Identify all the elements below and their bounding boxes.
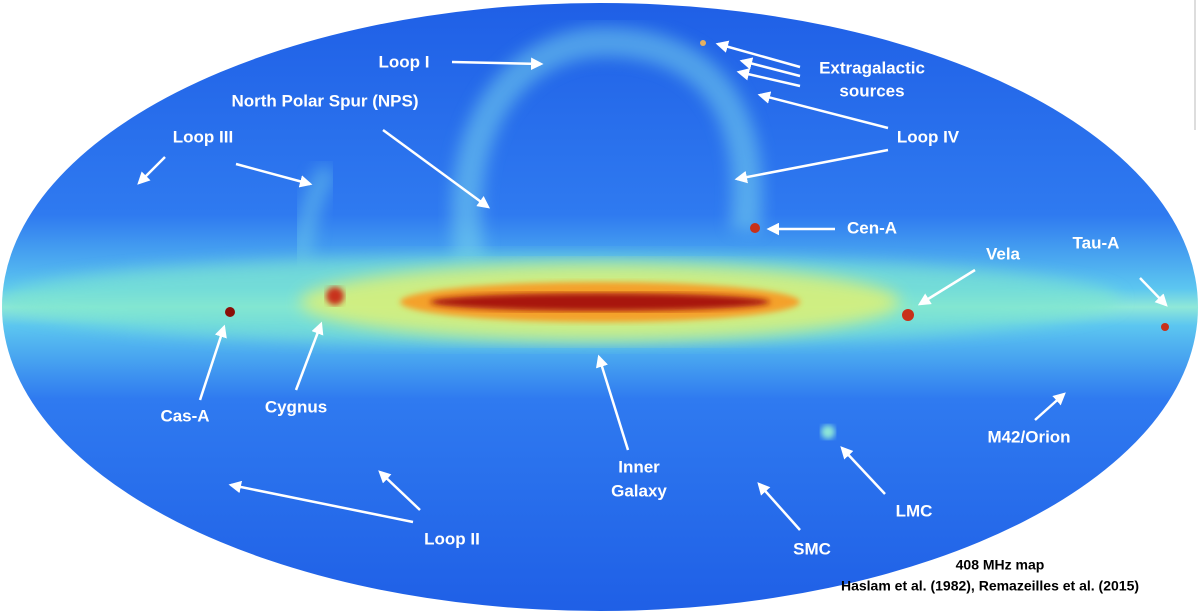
labels: Loop I North Polar Spur (NPS) Loop III E… — [160, 52, 1119, 558]
label: Cen-A — [847, 218, 897, 237]
label: Galaxy — [611, 481, 667, 500]
label: Inner — [618, 457, 660, 476]
arrow — [294, 321, 324, 391]
arrows — [137, 40, 1168, 531]
arrow — [235, 162, 313, 188]
label: Tau-A — [1073, 233, 1120, 252]
arrow — [757, 482, 801, 531]
label: Loop III — [173, 127, 233, 146]
label: sources — [839, 81, 904, 100]
arrow — [451, 57, 544, 71]
arrow — [715, 40, 801, 69]
arrow — [736, 68, 801, 88]
arrow — [228, 480, 414, 524]
arrow — [917, 268, 976, 306]
label: Extragalactic — [819, 58, 925, 77]
arrow — [840, 446, 886, 495]
label: North Polar Spur (NPS) — [231, 91, 418, 110]
source — [750, 223, 760, 233]
caption-credit: Haslam et al. (1982), Remazeilles et al.… — [841, 578, 1139, 594]
arrow — [596, 354, 630, 451]
source — [700, 40, 706, 46]
label: SMC — [793, 539, 831, 558]
label: Vela — [986, 244, 1021, 263]
arrow — [739, 57, 801, 78]
source — [821, 425, 835, 439]
source — [1161, 323, 1169, 331]
source — [326, 287, 344, 305]
label: Cas-A — [160, 406, 209, 425]
plane-core — [430, 293, 770, 311]
caption-title: 408 MHz map — [956, 557, 1045, 573]
arrow — [137, 156, 166, 185]
arrow — [1139, 277, 1168, 307]
source — [225, 307, 235, 317]
label: Loop IV — [897, 127, 960, 146]
label: M42/Orion — [987, 427, 1070, 446]
loop-iii-arc — [290, 162, 338, 262]
label: Loop II — [424, 529, 480, 548]
arrow — [378, 470, 421, 511]
arrow — [757, 91, 889, 130]
loop-i-arc — [451, 26, 762, 263]
arrow — [382, 128, 491, 209]
arrow — [734, 148, 889, 184]
label: LMC — [896, 501, 933, 520]
label: Loop I — [379, 52, 430, 71]
arrow — [198, 324, 227, 401]
source — [902, 309, 914, 321]
arrow — [1034, 392, 1066, 421]
label: Cygnus — [265, 397, 327, 416]
